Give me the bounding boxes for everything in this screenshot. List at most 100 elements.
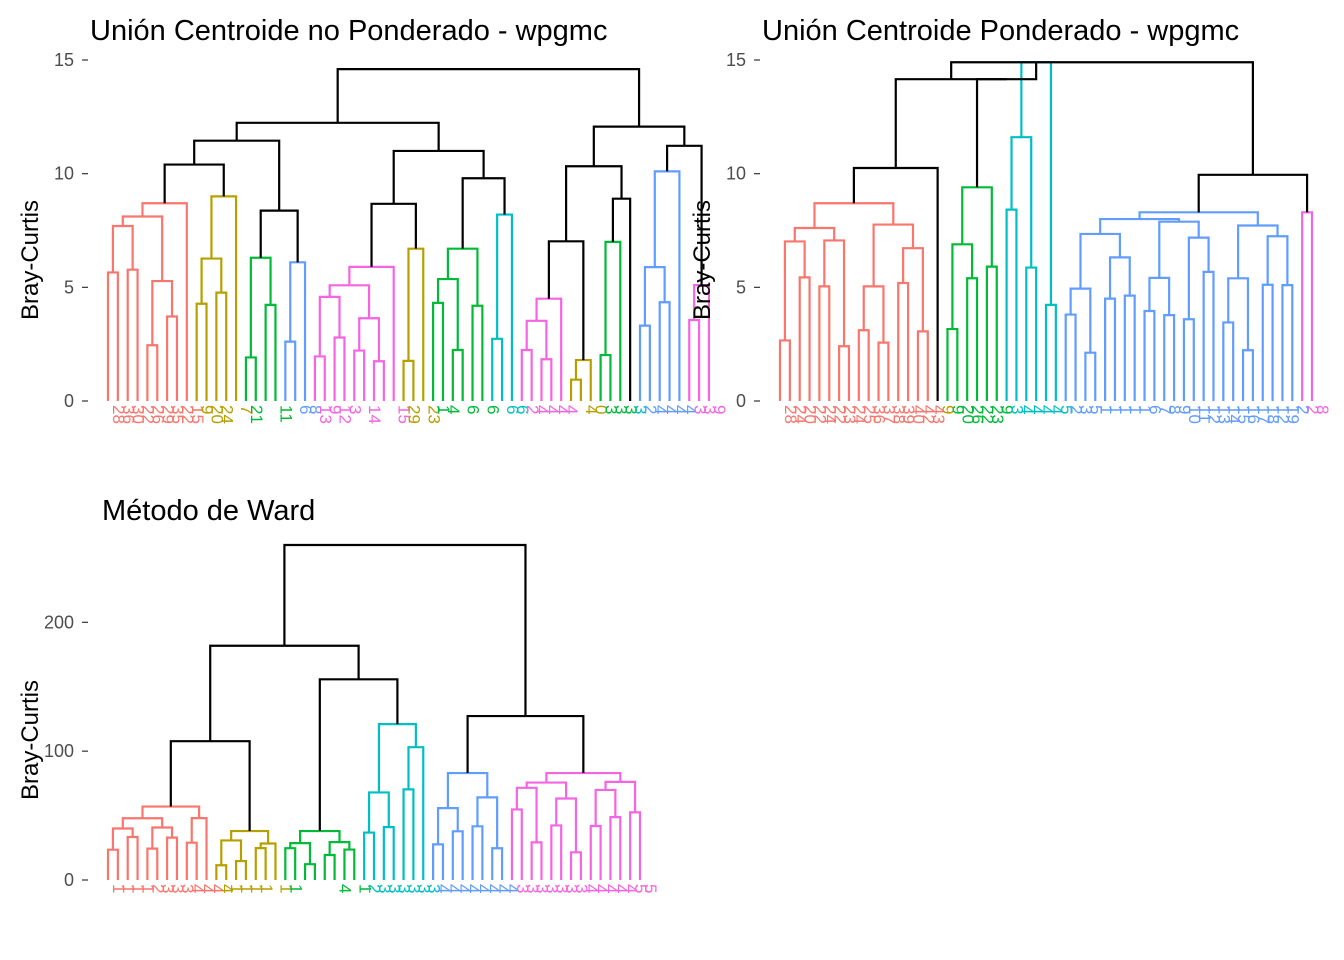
leaf-label: 1 <box>1116 405 1135 414</box>
dendrogram-link <box>151 279 174 346</box>
leaf-label: 18 <box>1264 405 1283 424</box>
dendrogram-link <box>862 285 885 343</box>
leaf-label: 4 <box>611 884 630 893</box>
leaf-label: 1 <box>227 884 246 893</box>
dendrogram-link <box>950 61 1254 175</box>
leaf-label: 3 <box>542 884 561 893</box>
leaf-label: 3 <box>405 884 424 893</box>
dendrogram-link <box>377 722 417 793</box>
dendrogram-link <box>946 327 959 401</box>
dendrogram-link <box>599 353 612 401</box>
dendrogram-link <box>471 825 484 880</box>
leaf-label: 3 <box>414 884 433 893</box>
chart-title: Unión Centroide no Ponderado - wpgmc <box>90 15 607 47</box>
leaf-label: 3 <box>385 884 404 893</box>
dendrogram-link <box>146 344 159 401</box>
dendrogram-link <box>1261 283 1274 401</box>
leaf-label: 4 <box>474 884 493 893</box>
leaf-label: 4 <box>621 884 640 893</box>
leaf-label: 22 <box>178 405 197 424</box>
dendrogram-link <box>653 170 681 401</box>
leaf-label: 3 <box>631 405 650 414</box>
dendrogram-link <box>451 830 464 880</box>
dendrogram-link <box>1064 313 1077 401</box>
dendrogram-link <box>530 841 543 880</box>
leaf-label: 16 <box>1244 405 1263 424</box>
leaf-label: 35 <box>168 405 187 424</box>
dendrogram-link <box>402 788 415 880</box>
dendrogram-link <box>1163 314 1176 401</box>
dendrogram-link <box>1010 136 1033 268</box>
dendrogram-link <box>793 226 836 242</box>
leaf-label: 1 <box>109 884 128 893</box>
leaf-label: 25 <box>860 405 879 424</box>
dendrogram-panel-weighted-centroid: Unión Centroide Ponderado - wpgmc Bray-C… <box>689 15 1332 424</box>
dendrogram-link <box>872 223 915 287</box>
y-tick-label: 5 <box>736 277 746 297</box>
dendrogram-link <box>323 853 336 880</box>
dendrogram-link <box>353 349 366 401</box>
leaf-label: 24 <box>217 405 236 424</box>
dendrogram-link <box>783 240 806 341</box>
dendrogram-link <box>604 240 622 401</box>
leaf-label: 4 <box>1047 405 1066 414</box>
leaf-label: 13 <box>1214 405 1233 424</box>
leaf-label: 22 <box>811 405 830 424</box>
dendrogram-link <box>169 740 251 832</box>
leaf-label: 15 <box>1234 405 1253 424</box>
chart-title: Unión Centroide Ponderado - wpgmc <box>762 15 1239 47</box>
leaf-label: 4 <box>562 405 581 414</box>
leaf-label: 4 <box>483 884 502 893</box>
leaf-label: 23 <box>424 405 443 424</box>
dendrogram-link <box>318 678 399 832</box>
dendrogram-link <box>916 330 929 401</box>
dendrogram-link <box>838 345 851 401</box>
leaf-label: 3 <box>700 405 719 414</box>
dendrogram-link <box>249 256 272 358</box>
leaf-label: 4 <box>651 405 670 414</box>
leaf-label: 3 <box>611 405 630 414</box>
dendrogram-link <box>520 348 533 401</box>
leaf-label: 4 <box>493 884 512 893</box>
dendrogram-link <box>496 213 514 401</box>
dendrogram-link <box>289 261 307 401</box>
dendrogram-tree <box>106 67 711 401</box>
dendrogram-link <box>372 360 385 401</box>
leaf-label: 4 <box>198 884 217 893</box>
dendrogram-link <box>146 847 159 880</box>
dendrogram-link <box>303 863 316 880</box>
dendrogram-link <box>446 771 489 809</box>
dendrogram-link <box>407 746 425 880</box>
leaf-label: 43 <box>929 405 948 424</box>
dendrogram-link <box>210 195 238 401</box>
leaf-label: 4 <box>1017 405 1036 414</box>
leaf-label: 3 <box>523 884 542 893</box>
leaf-label: 9 <box>1175 405 1194 414</box>
dendrogram-link <box>1143 309 1156 401</box>
dendrogram-link <box>235 121 440 151</box>
leaf-label: 3 <box>552 884 571 893</box>
dendrogram-link <box>289 842 312 865</box>
leaf-label: 20 <box>801 405 820 424</box>
y-axis-label: Bray-Curtis <box>17 200 44 320</box>
dendrogram-link <box>1104 297 1117 401</box>
leaf-label: 9 <box>326 405 345 414</box>
leaf-label: 1 <box>1126 405 1145 414</box>
dendrogram-link <box>902 247 924 332</box>
dendrogram-link <box>1222 321 1235 401</box>
leaf-label: 2 <box>1293 405 1312 414</box>
leaf-label: 1 <box>237 884 256 893</box>
dendrogram-link <box>857 329 870 401</box>
leaf-label: 5 <box>1057 405 1076 414</box>
dendrogram-link <box>407 247 425 401</box>
dendrogram-link <box>1158 220 1200 278</box>
dendrogram-link <box>818 285 831 401</box>
y-tick-label: 10 <box>726 164 746 184</box>
dendrogram-link <box>823 239 846 347</box>
dendrogram-link <box>961 186 993 267</box>
leaf-label: 9 <box>998 405 1017 414</box>
leaf-label: 42 <box>919 405 938 424</box>
